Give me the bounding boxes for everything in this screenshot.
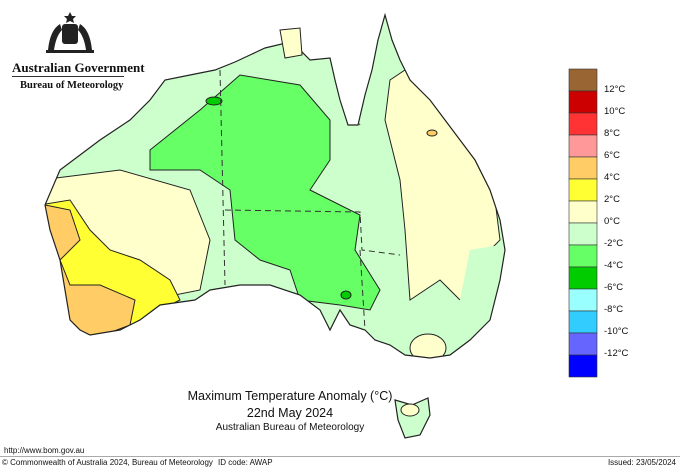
logo-divider <box>12 76 124 77</box>
anomaly-map <box>44 12 506 439</box>
legend-swatch <box>568 178 598 202</box>
coat-of-arms-logo <box>46 12 94 53</box>
legend-label: 8°C <box>604 128 620 139</box>
agency-name: Bureau of Meteorology <box>20 80 124 91</box>
legend-swatch <box>568 90 598 114</box>
legend-swatch <box>568 332 598 356</box>
copyright-text: © Commonwealth of Australia 2024, Bureau… <box>2 458 213 467</box>
legend-swatch <box>568 200 598 224</box>
legend-label: -6°C <box>604 282 624 293</box>
region-green-central <box>149 74 381 311</box>
issued-date: Issued: 23/05/2024 <box>607 458 676 467</box>
state-borders <box>219 69 401 331</box>
legend-swatch <box>568 244 598 268</box>
legend-label: 2°C <box>604 194 620 205</box>
legend-swatch <box>568 288 598 312</box>
legend-swatch <box>568 112 598 136</box>
region-cream-cape-york <box>279 27 303 59</box>
map-credit: Australian Bureau of Meteorology <box>215 422 365 433</box>
region-orange-qld <box>426 129 438 137</box>
legend-swatch <box>568 134 598 158</box>
legend-label: -10°C <box>604 326 629 337</box>
legend-label: -4°C <box>604 260 624 271</box>
legend-swatch <box>568 310 598 334</box>
footer-divider <box>0 456 680 457</box>
legend-swatch <box>568 222 598 246</box>
region-cream-tasmania <box>400 403 420 417</box>
legend-swatch <box>568 156 598 180</box>
website-link[interactable]: http://www.bom.gov.au <box>4 446 85 455</box>
coastline <box>44 12 506 359</box>
legend-label: -2°C <box>604 238 624 249</box>
legend-swatch <box>568 354 598 378</box>
map-date: 22nd May 2024 <box>246 406 334 420</box>
legend-swatch <box>568 266 598 290</box>
region-darkgreen-nt <box>205 96 223 106</box>
legend-label: 12°C <box>604 84 626 95</box>
legend-swatch <box>568 68 598 92</box>
region-darkgreen-sa <box>340 290 352 300</box>
legend-label: 10°C <box>604 106 626 117</box>
id-code: ID code: AWAP <box>218 458 273 467</box>
region-green-southeast <box>390 245 505 358</box>
mainland <box>45 15 505 358</box>
legend-label: -12°C <box>604 348 629 359</box>
map-title: Maximum Temperature Anomaly (°C) 22nd Ma… <box>100 388 480 422</box>
legend-label: -8°C <box>604 304 624 315</box>
legend-label: 0°C <box>604 216 620 227</box>
map-title-text: Maximum Temperature Anomaly (°C) <box>187 389 393 403</box>
legend-label: 4°C <box>604 172 620 183</box>
legend-label: 6°C <box>604 150 620 161</box>
government-name: Australian Government <box>12 60 145 75</box>
legend-colorbar <box>568 68 598 378</box>
region-cream-victoria <box>409 333 447 358</box>
